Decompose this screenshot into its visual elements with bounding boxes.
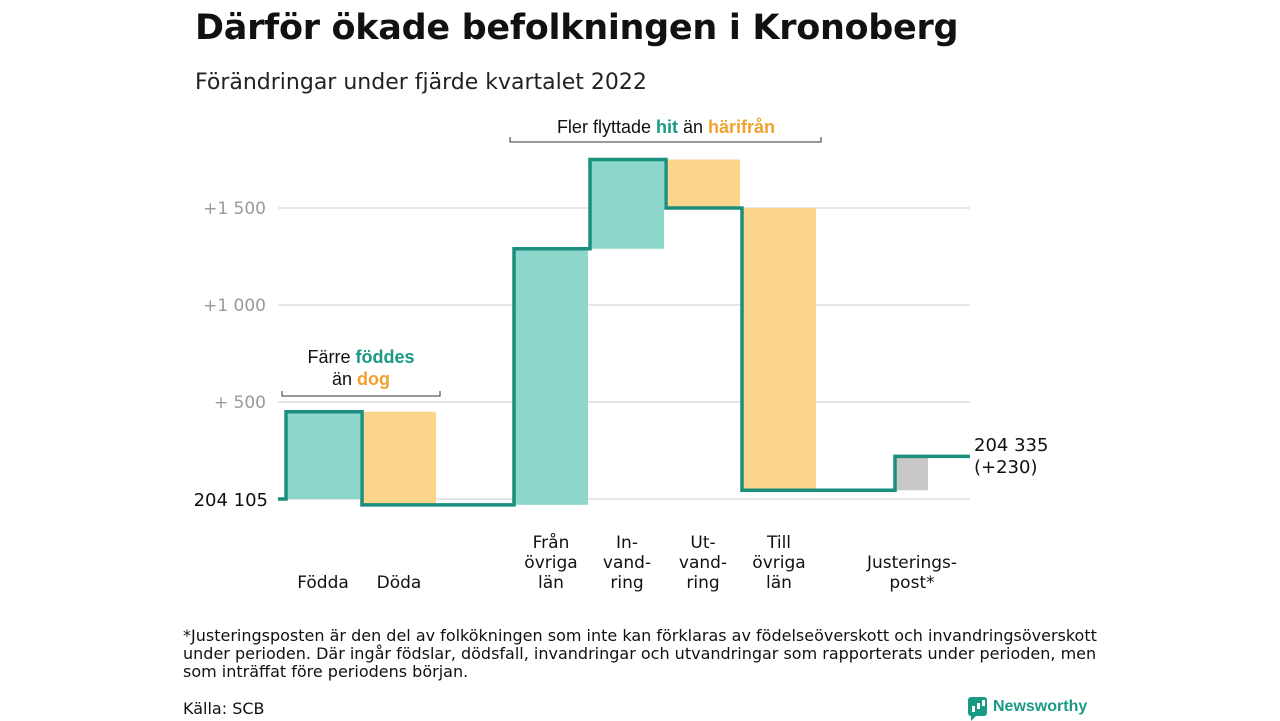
brand-name: Newsworthy — [993, 697, 1088, 715]
waterfall-bar-fodda — [286, 411, 360, 499]
category-label-line: In- — [616, 533, 638, 553]
y-tick-label: +1 500 — [203, 199, 266, 219]
start-value-label: 204 105 — [194, 490, 268, 511]
category-label-line: Döda — [377, 573, 422, 593]
category-label-line: post* — [889, 573, 934, 593]
category-label-line: Födda — [297, 573, 349, 593]
end-value-label: 204 335 — [974, 435, 1048, 456]
category-label-line: län — [538, 573, 564, 593]
annotation-text-part: härifrån — [708, 117, 775, 137]
category-label-line: Ut- — [690, 533, 715, 553]
category-label-line: ring — [610, 573, 643, 593]
y-tick-label: +1 000 — [203, 296, 266, 316]
annotation-text-part: än — [678, 117, 708, 137]
source-label: Källa: SCB — [183, 699, 265, 718]
newsworthy-chart-icon — [968, 697, 987, 721]
category-label-justeringspost: Justerings-post* — [866, 553, 957, 593]
annotation-text-part: Färre — [307, 347, 355, 367]
waterfall-bar-till-ovriga-lan — [742, 208, 816, 491]
category-label-line: ring — [686, 573, 719, 593]
y-tick-label: + 500 — [214, 393, 266, 413]
annotation-bracket-migration — [509, 137, 822, 143]
footnote: *Justeringsposten är den del av folkökni… — [183, 626, 1097, 681]
category-label-line: Till — [766, 533, 791, 553]
step-lines — [278, 157, 970, 507]
bars — [286, 159, 928, 505]
category-label-fran-ovriga-lan: Från övriga län — [524, 532, 577, 593]
end-change-label: (+230) — [974, 457, 1037, 478]
category-label-line: län — [766, 573, 792, 593]
category-label-till-ovriga-lan: Till övriga län — [752, 533, 805, 593]
annotation-text-part: dog — [357, 369, 390, 389]
cumulative-step-line — [278, 157, 970, 507]
category-label-line: övriga — [524, 553, 577, 573]
chart-title: Därför ökade befolkningen i Kronoberg — [195, 8, 959, 48]
annotation-text-part: Fler flyttade — [557, 117, 656, 137]
annotation-text-part: än — [332, 369, 357, 389]
waterfall-bar-invandring — [590, 159, 664, 249]
category-label-line: vand- — [603, 553, 651, 573]
annotation-text-part: föddes — [356, 347, 415, 367]
category-label-line: Från — [533, 532, 570, 553]
annotation-bracket-birth-death — [281, 391, 441, 397]
waterfall-bar-doda — [362, 411, 436, 505]
category-label-doda: Döda — [377, 573, 422, 593]
chart-subtitle: Förändringar under fjärde kvartalet 2022 — [195, 70, 647, 95]
annotation-migration: Fler flyttade hit än härifrån — [557, 117, 775, 137]
annotation-birth-death-line2: än dog — [332, 369, 390, 389]
category-label-line: Justerings- — [866, 553, 957, 573]
annotation-birth-death-line1: Färre föddes — [307, 347, 414, 367]
waterfall-bar-utvandring — [666, 159, 740, 208]
category-label-fodda: Födda — [297, 573, 349, 593]
waterfall-bar-fran-ovriga-lan — [514, 248, 588, 505]
category-label-utvandring: Ut-vand-ring — [679, 533, 727, 593]
annotation-text-part: hit — [656, 117, 678, 137]
category-label-line: övriga — [752, 553, 805, 573]
category-label-line: vand- — [679, 553, 727, 573]
waterfall-bar-justeringspost — [895, 456, 928, 491]
brand-logo: Newsworthy — [968, 697, 1088, 721]
category-label-invandring: In-vand-ring — [603, 533, 651, 593]
